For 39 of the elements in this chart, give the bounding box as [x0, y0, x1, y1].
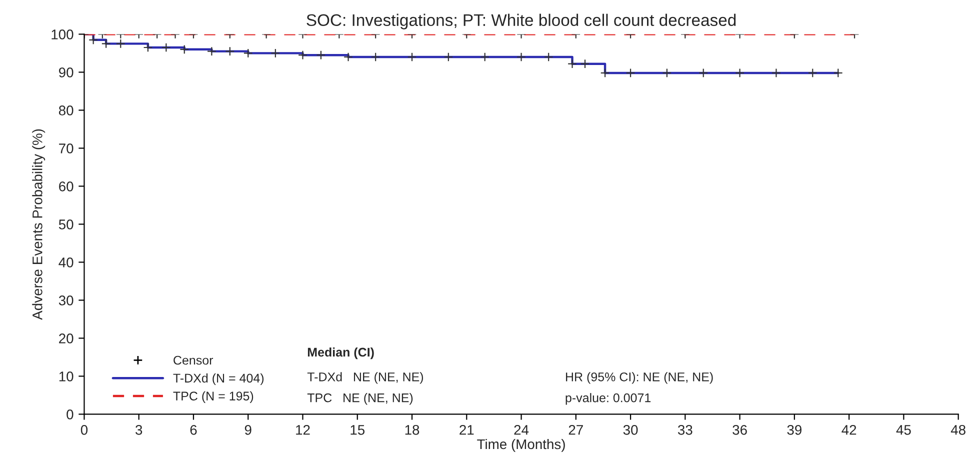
x-tick-label: 30 — [623, 424, 638, 435]
y-tick-label: 20 — [59, 334, 74, 344]
y-tick-label: 60 — [59, 182, 74, 192]
x-tick-label: 9 — [244, 424, 252, 435]
y-tick-label: 0 — [66, 410, 74, 420]
y-tick-label: 10 — [59, 372, 74, 382]
y-tick-label: 90 — [59, 68, 74, 78]
x-tick-label: 15 — [350, 425, 365, 435]
legend-label: T-DXd (N = 404) — [173, 373, 264, 386]
y-tick-label: 40 — [58, 258, 74, 268]
annotation: HR (95% CI): NE (NE, NE) — [566, 372, 713, 384]
x-tick-label: 12 — [296, 424, 310, 435]
legend-label: TPC (N = 195) — [173, 391, 254, 403]
x-tick-label: 27 — [568, 424, 583, 435]
x-axis-title: Time (Months) — [477, 438, 565, 452]
y-tick-label: 70 — [59, 144, 74, 154]
x-tick-label: 45 — [896, 425, 911, 435]
x-tick-label: 39 — [787, 424, 802, 435]
y-tick-label: 30 — [58, 296, 74, 306]
x-tick-label: 0 — [80, 424, 88, 435]
annotation: TPC NE (NE, NE) — [307, 393, 413, 405]
annotation: Median (CI) — [308, 347, 374, 360]
annotation: Censor — [174, 356, 214, 365]
x-tick-label: 36 — [732, 424, 747, 435]
x-tick-label: 33 — [678, 424, 692, 435]
x-tick-label: 21 — [460, 424, 474, 435]
annotation: p-value: 0.0071 — [566, 393, 651, 405]
y-tick-label: 50 — [58, 220, 74, 230]
x-tick-label: 48 — [950, 424, 966, 435]
x-tick-label: 24 — [514, 424, 529, 435]
x-tick-label: 18 — [405, 424, 420, 435]
annotation: T-DXd NE (NE, NE) — [307, 372, 424, 384]
x-tick-label: 6 — [190, 424, 197, 435]
y-axis-title: Adverse Events Probability (%) — [32, 129, 46, 320]
y-tick-label: 100 — [52, 30, 74, 40]
y-tick-label: 80 — [58, 106, 74, 116]
x-tick-label: 42 — [842, 424, 856, 435]
chart-title: SOC: Investigations; PT: White blood cell count decreased — [306, 14, 736, 30]
x-tick-label: 3 — [136, 424, 142, 435]
